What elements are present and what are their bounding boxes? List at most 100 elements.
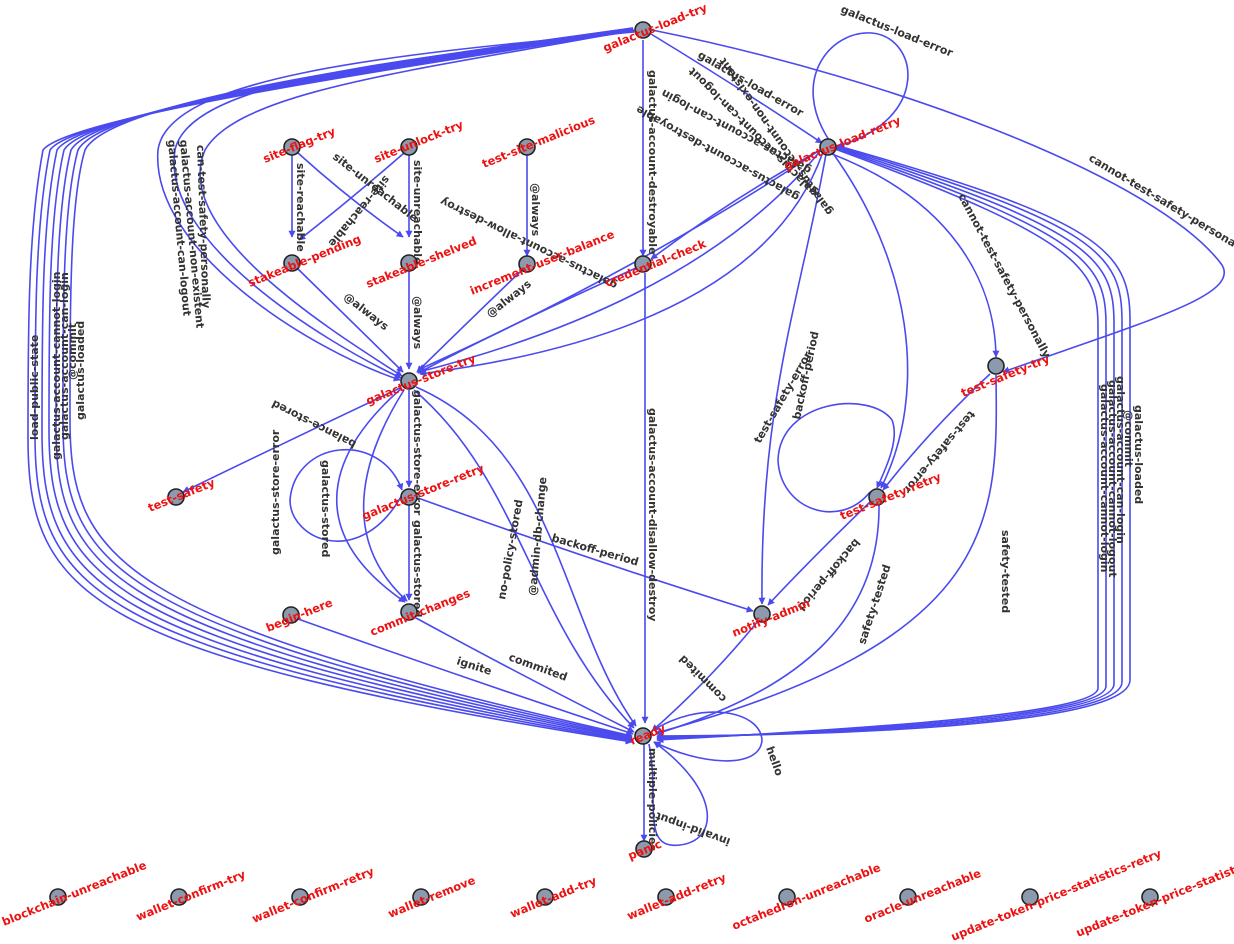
edge-store-try-to-test-safety	[182, 387, 401, 493]
edge-load-try-to-ready-l2	[62, 27, 634, 740]
node-panic[interactable]: panic	[626, 837, 664, 863]
node-label-wallet-add-retry: wallet-add-retry	[625, 870, 729, 923]
label-galactus-stored-loop: galactus-stored	[319, 460, 332, 557]
edge-load-retry-to-ready-r5	[656, 148, 1099, 744]
node-oracle-unreachable[interactable]: oracle-unreachable	[862, 866, 983, 926]
label-multiple-policies: multiple-policies	[646, 748, 659, 851]
edge-store-try-to-commit-b	[362, 389, 408, 602]
node-test-safety-try[interactable]: test-safety-try	[959, 351, 1052, 399]
label-galactus-loaded-left: galactus-loaded	[74, 321, 87, 420]
edge-ready-invalid-input-loop	[648, 741, 709, 846]
node-label-blockchain-unreachable: blockchain-unreachable	[0, 858, 149, 929]
edge-site-flag-to-stakeable-shelved	[297, 152, 404, 238]
label-commited-right: commited	[677, 652, 730, 705]
node-test-safety-retry[interactable]: test-safety-retry	[838, 469, 944, 523]
edge-load-try-to-ready-l1	[69, 27, 634, 739]
edge-load-retry-self-loop	[812, 32, 909, 148]
edge-test-safety-retry-to-notify	[767, 501, 871, 606]
node-label-site-unlock-try: site-unlock-try	[372, 117, 466, 166]
edge-load-retry-to-ready-r3	[656, 146, 1115, 742]
edge-load-retry-to-store-try-b	[418, 149, 822, 374]
edge-store-retry-self-loop	[289, 448, 404, 542]
node-label-wallet-add-try: wallet-add-try	[508, 873, 599, 921]
edge-store-try-to-commit-a	[336, 387, 406, 603]
node-label-octahedron-unreachable: octahedron-unreachable	[730, 860, 883, 933]
node-ready[interactable]: ready	[628, 721, 668, 748]
node-test-site-malicious[interactable]: test-site-malicious	[480, 113, 597, 171]
label-ignite: ignite	[455, 654, 493, 677]
label-safety-tested-left: safety-tested	[855, 563, 893, 646]
label-galactus-account-cannot-login-left: galactus-account-cannot-login	[50, 271, 63, 460]
edge-test-safety-try-to-ready	[655, 374, 998, 735]
node-wallet-remove[interactable]: wallet-remove	[386, 873, 478, 921]
node-label-ready: ready	[628, 721, 668, 748]
node-site-unlock-try[interactable]: site-unlock-try	[372, 117, 466, 166]
node-label-test-safety-retry: test-safety-retry	[838, 469, 944, 523]
node-label-test-safety-try: test-safety-try	[959, 351, 1052, 399]
edge-load-retry-to-test-safety-try	[831, 153, 1000, 358]
label-balance-stored: balance-stored	[270, 397, 359, 451]
label-backoff-period: backoff-period	[550, 531, 640, 568]
edge-commit-changes-to-ready	[415, 617, 635, 733]
node-site-flag-try[interactable]: site-flag-try	[261, 124, 338, 166]
edge-load-try-to-ready-l7	[27, 30, 634, 745]
edge-load-retry-to-ready-r1	[656, 144, 1131, 740]
edge-site-unlock-to-stakeable-pending	[298, 152, 405, 241]
label-load-public-state: load-public-state	[28, 335, 41, 440]
label-galactus-account-cannot-login-right: galactus-account-cannot-login	[1098, 384, 1111, 573]
node-label-galactus-load-try: galactus-load-try	[601, 0, 710, 55]
edge-store-try-to-ready-b	[415, 386, 637, 727]
label-galactus-store-error-loop: galactus-store-error	[269, 429, 282, 555]
node-blockchain-unreachable[interactable]: blockchain-unreachable	[0, 858, 149, 929]
edge-load-retry-to-store-try-c	[419, 151, 824, 377]
label-always-pending: @always	[341, 290, 391, 333]
label-can-test-safety-personally: can-test-safety-personally	[194, 145, 213, 309]
node-label-wallet-confirm-try: wallet-confirm-try	[134, 867, 248, 924]
node-wallet-add-retry[interactable]: wallet-add-retry	[625, 870, 729, 923]
label-commited: commited	[507, 651, 569, 684]
edge-ready-hello-loop	[651, 711, 763, 762]
node-wallet-confirm-retry[interactable]: wallet-confirm-retry	[250, 864, 377, 926]
node-update-token-price-statistics-retry[interactable]: update-token-price-statistics-retry	[949, 846, 1164, 944]
label-commit-right: @commit	[1122, 410, 1135, 467]
edges	[27, 27, 1225, 846]
label-galactus-account-cannot-logout-right: galactus-account-cannot-logout	[1106, 380, 1119, 578]
edge-load-retry-to-ready-r2	[656, 145, 1123, 741]
edge-store-retry-to-notify-admin	[417, 497, 754, 613]
node-wallet-add-try[interactable]: wallet-add-try	[508, 873, 599, 921]
edge-load-retry-to-test-safety-retry	[831, 151, 909, 489]
label-safety-tested-right: safety-tested	[999, 530, 1012, 613]
node-galactus-load-try[interactable]: galactus-load-try	[601, 0, 710, 55]
node-label-test-site-malicious: test-site-malicious	[480, 113, 597, 171]
label-site-reachable: site-reachable	[294, 163, 307, 252]
label-galactus-account-disallow-destroy: galactus-account-disallow-destroy	[646, 408, 659, 621]
edge-store-try-to-ready-a	[413, 389, 635, 729]
edge-test-safety-try-to-retry	[882, 373, 991, 491]
node-label-wallet-remove: wallet-remove	[386, 873, 478, 921]
node-wallet-confirm-try[interactable]: wallet-confirm-try	[134, 867, 248, 924]
edge-load-retry-to-credential-check	[650, 149, 821, 260]
node-test-safety[interactable]: test-safety	[146, 475, 217, 515]
label-galactus-stored: galactus-stored	[411, 520, 424, 617]
label-galactus-account-can-login-left: galactus-account-can-login	[58, 272, 71, 440]
edge-load-try-to-load-retry	[650, 33, 823, 144]
label-no-policy-stored: no-policy-stored	[495, 498, 525, 600]
node-octahedron-unreachable[interactable]: octahedron-unreachable	[730, 860, 883, 933]
node-label-update-token-price-statistics-retry: update-token-price-statistics-retry	[949, 846, 1164, 944]
label-always-malicious: @always	[529, 183, 542, 237]
label-commit-left: @commit	[66, 323, 79, 380]
node-label-wallet-confirm-retry: wallet-confirm-retry	[250, 864, 377, 926]
node-label-oracle-unreachable: oracle-unreachable	[862, 866, 983, 926]
label-galactus-loaded-right: galactus-loaded	[1132, 405, 1145, 504]
edge-notify-admin-to-ready	[651, 620, 759, 732]
edge-test-safety-retry-self-loop	[777, 402, 896, 513]
edge-begin-here-to-ready	[297, 618, 634, 736]
label-cannot-test-safety-personally: cannot-test-safety-personally	[1086, 151, 1234, 257]
label-galactus-account-destroyable: galactus-account-destroyable	[646, 70, 659, 255]
edge-increment-to-store-try	[416, 270, 522, 373]
edge-stakeable-pending-to-store-try	[297, 268, 404, 373]
label-galactus-store-error: galactus-store-error	[411, 390, 424, 516]
edge-load-retry-to-ready-r4	[656, 147, 1107, 743]
label-always-shelved: @always	[411, 296, 424, 350]
